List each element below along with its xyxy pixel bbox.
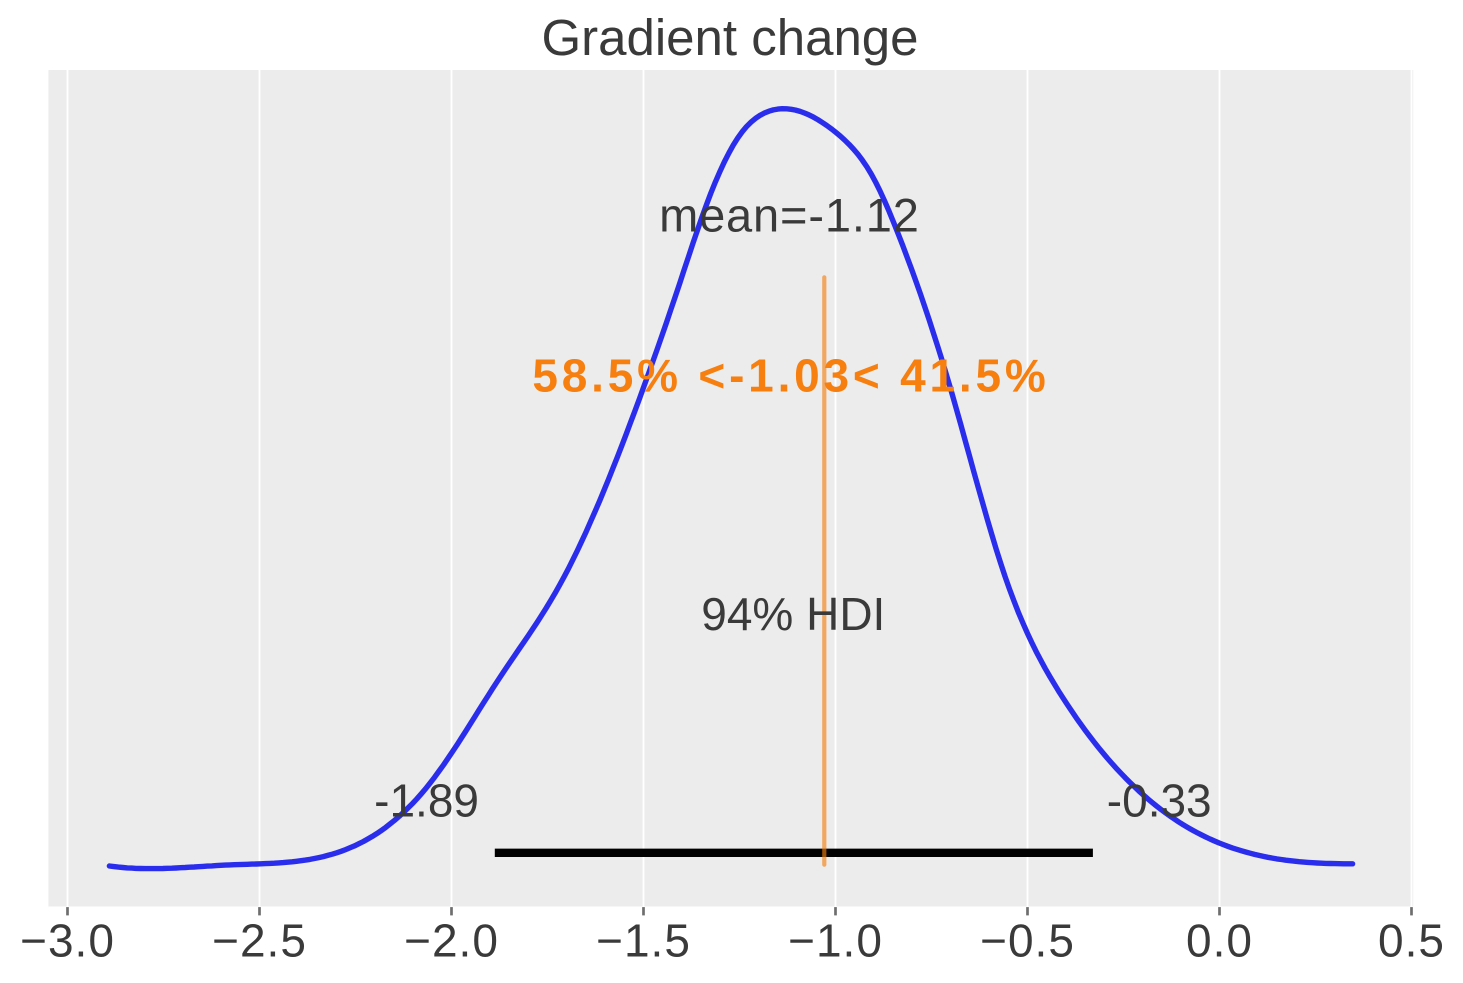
svg-text:−1.0: −1.0 — [788, 915, 883, 967]
svg-text:−1.5: −1.5 — [596, 915, 691, 967]
svg-text:0.5: 0.5 — [1378, 915, 1445, 967]
svg-text:-0.33: -0.33 — [1107, 775, 1212, 827]
svg-text:mean=-1.12: mean=-1.12 — [659, 189, 920, 242]
svg-text:−3.0: −3.0 — [20, 915, 115, 967]
svg-text:−2.5: −2.5 — [212, 915, 307, 967]
svg-text:−2.0: −2.0 — [404, 915, 499, 967]
svg-text:94% HDI: 94% HDI — [701, 588, 885, 640]
svg-text:0.0: 0.0 — [1186, 915, 1253, 967]
svg-text:Gradient change: Gradient change — [541, 9, 918, 66]
svg-text:−0.5: −0.5 — [980, 915, 1075, 967]
svg-text:-1.89: -1.89 — [374, 775, 479, 827]
svg-text:58.5% <-1.03< 41.5%: 58.5% <-1.03< 41.5% — [532, 350, 1049, 402]
